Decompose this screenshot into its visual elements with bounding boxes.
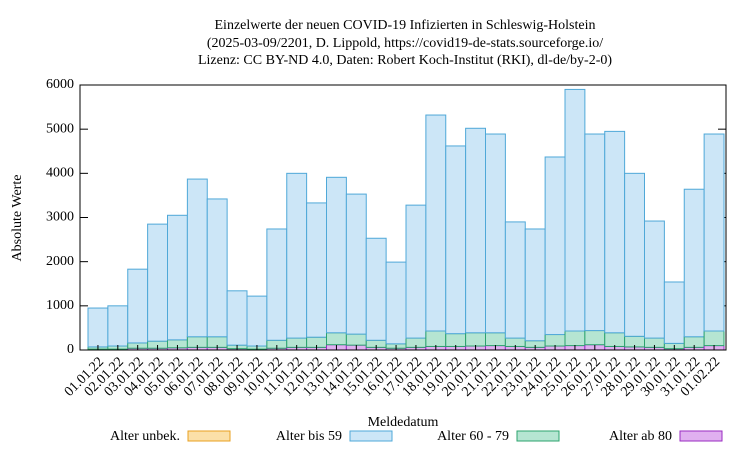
bar-segment: [564, 330, 586, 347]
y-tick-label: 5000: [46, 121, 74, 136]
bar-segment: [405, 204, 427, 339]
bar-segment: [485, 133, 506, 334]
x-axis-label: Meldedatum: [368, 415, 439, 430]
bar-segment: [703, 133, 725, 332]
legend-label: Alter unbek.: [110, 429, 180, 444]
bar-segment: [226, 290, 248, 346]
chart-title: Einzelwerte der neuen COVID-19 Infiziert…: [215, 18, 596, 33]
y-tick-label: 3000: [46, 210, 74, 225]
y-axis-label: Absolute Werte: [10, 175, 25, 262]
plot-frame: [79, 84, 727, 351]
bar-segment: [584, 330, 606, 346]
bar-segment: [107, 305, 129, 347]
y-tick-label: 4000: [46, 166, 74, 181]
bar-segment: [703, 330, 725, 347]
bar-segment: [306, 202, 327, 338]
bar-segment: [465, 332, 486, 347]
y-tick-label: 6000: [46, 77, 74, 92]
bar-segment: [485, 332, 506, 347]
bar-segment: [465, 127, 486, 334]
bar-segment: [425, 330, 447, 347]
bar-segment: [445, 333, 467, 347]
bar-segment: [147, 223, 168, 342]
bar-segment: [286, 172, 308, 339]
legend-swatch: [679, 430, 723, 442]
chart-title: (2025-03-09/2201, D. Lippold, https://co…: [207, 36, 603, 51]
legend-swatch: [187, 430, 231, 442]
bar-segment: [644, 220, 665, 339]
legend-label: Alter bis 59: [276, 429, 342, 444]
bar-segment: [683, 188, 705, 338]
legend-swatch: [516, 430, 560, 442]
bar-segment: [624, 172, 645, 337]
y-tick-label: 1000: [46, 298, 74, 313]
chart-title: Lizenz: CC BY-ND 4.0, Daten: Robert Koch…: [198, 53, 612, 68]
bar-segment: [604, 332, 626, 347]
legend-label: Alter 60 - 79: [437, 429, 509, 444]
bar-segment: [186, 178, 208, 338]
y-tick-label: 0: [67, 342, 74, 357]
bar-segment: [345, 193, 367, 335]
bar-segment: [425, 114, 447, 332]
legend-swatch: [349, 430, 393, 442]
bar-segment: [206, 198, 228, 338]
bar-segment: [345, 333, 367, 346]
bar-segment: [87, 307, 109, 348]
bar-segment: [663, 281, 685, 344]
bar-segment: [385, 261, 407, 345]
bar-segment: [167, 214, 188, 341]
bar-segment: [544, 156, 566, 336]
bar-segment: [266, 228, 288, 341]
bar-segment: [445, 145, 467, 335]
bar-segment: [504, 221, 526, 339]
bar-segment: [127, 268, 149, 344]
bar-segment: [326, 332, 347, 346]
bar-segment: [326, 176, 347, 334]
bar-segment: [365, 237, 387, 341]
bar-segment: [604, 130, 626, 334]
bar-segment: [246, 295, 268, 347]
bar-segment: [584, 133, 606, 332]
legend-label: Alter ab 80: [609, 429, 672, 444]
bar-segment: [524, 228, 546, 342]
bar-segment: [544, 334, 566, 347]
bar-segment: [564, 88, 586, 332]
y-tick-label: 2000: [46, 254, 74, 269]
